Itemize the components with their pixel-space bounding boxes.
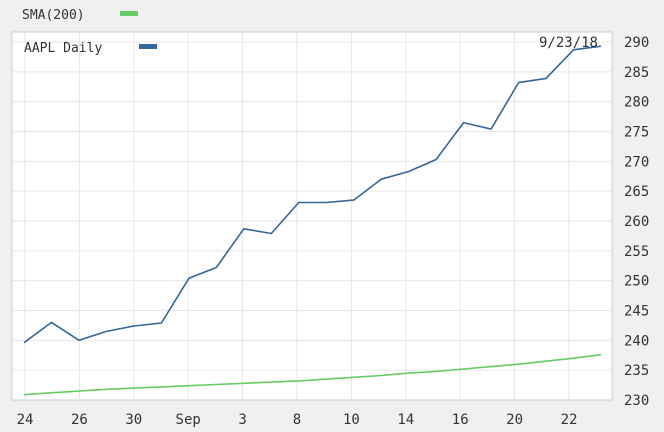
y-tick-label: 275 (624, 125, 649, 141)
y-tick-label: 285 (624, 65, 649, 81)
y-tick-label: 270 (624, 154, 649, 170)
legend-sma-label: SMA(200) (22, 8, 85, 23)
x-tick-label: 16 (452, 412, 469, 428)
x-tick-label: 24 (17, 412, 34, 428)
y-tick-label: 255 (624, 244, 649, 260)
y-tick-label: 260 (624, 214, 649, 230)
x-tick-label: 14 (397, 412, 414, 428)
x-tick-label: 3 (238, 412, 246, 428)
series-line-sma200 (23, 353, 602, 396)
y-axis: 230 235 240 245 250 255 260 265 270 275 280 285 290 (624, 35, 649, 409)
x-tick-label: 20 (506, 412, 523, 428)
series-layer (23, 45, 602, 396)
grid-lines (12, 32, 612, 400)
y-tick-label: 250 (624, 274, 649, 290)
legend-aapl-swatch (139, 44, 157, 49)
x-tick-label: 26 (71, 412, 88, 428)
x-tick-label: 10 (343, 412, 360, 428)
x-tick-label: 22 (561, 412, 578, 428)
legend-sma-swatch (120, 11, 138, 16)
y-tick-label: 230 (624, 393, 649, 409)
y-tick-label: 280 (624, 95, 649, 111)
y-tick-label: 245 (624, 304, 649, 320)
x-axis: 24 26 30 Sep 3 8 10 14 16 20 22 (17, 412, 578, 428)
y-tick-label: 235 (624, 363, 649, 379)
series-line-aapl (23, 45, 602, 344)
plot-area (11, 31, 613, 401)
y-tick-label: 240 (624, 333, 649, 349)
legend-aapl: AAPL Daily (24, 41, 157, 56)
date-label: 9/23/18 (539, 35, 598, 51)
x-tick-label: 8 (293, 412, 301, 428)
legend-sma: SMA(200) (22, 8, 138, 23)
y-tick-label: 265 (624, 184, 649, 200)
x-tick-label: Sep (176, 412, 201, 428)
x-tick-label: 30 (125, 412, 142, 428)
y-tick-label: 290 (624, 35, 649, 51)
legend-aapl-label: AAPL Daily (24, 41, 102, 56)
